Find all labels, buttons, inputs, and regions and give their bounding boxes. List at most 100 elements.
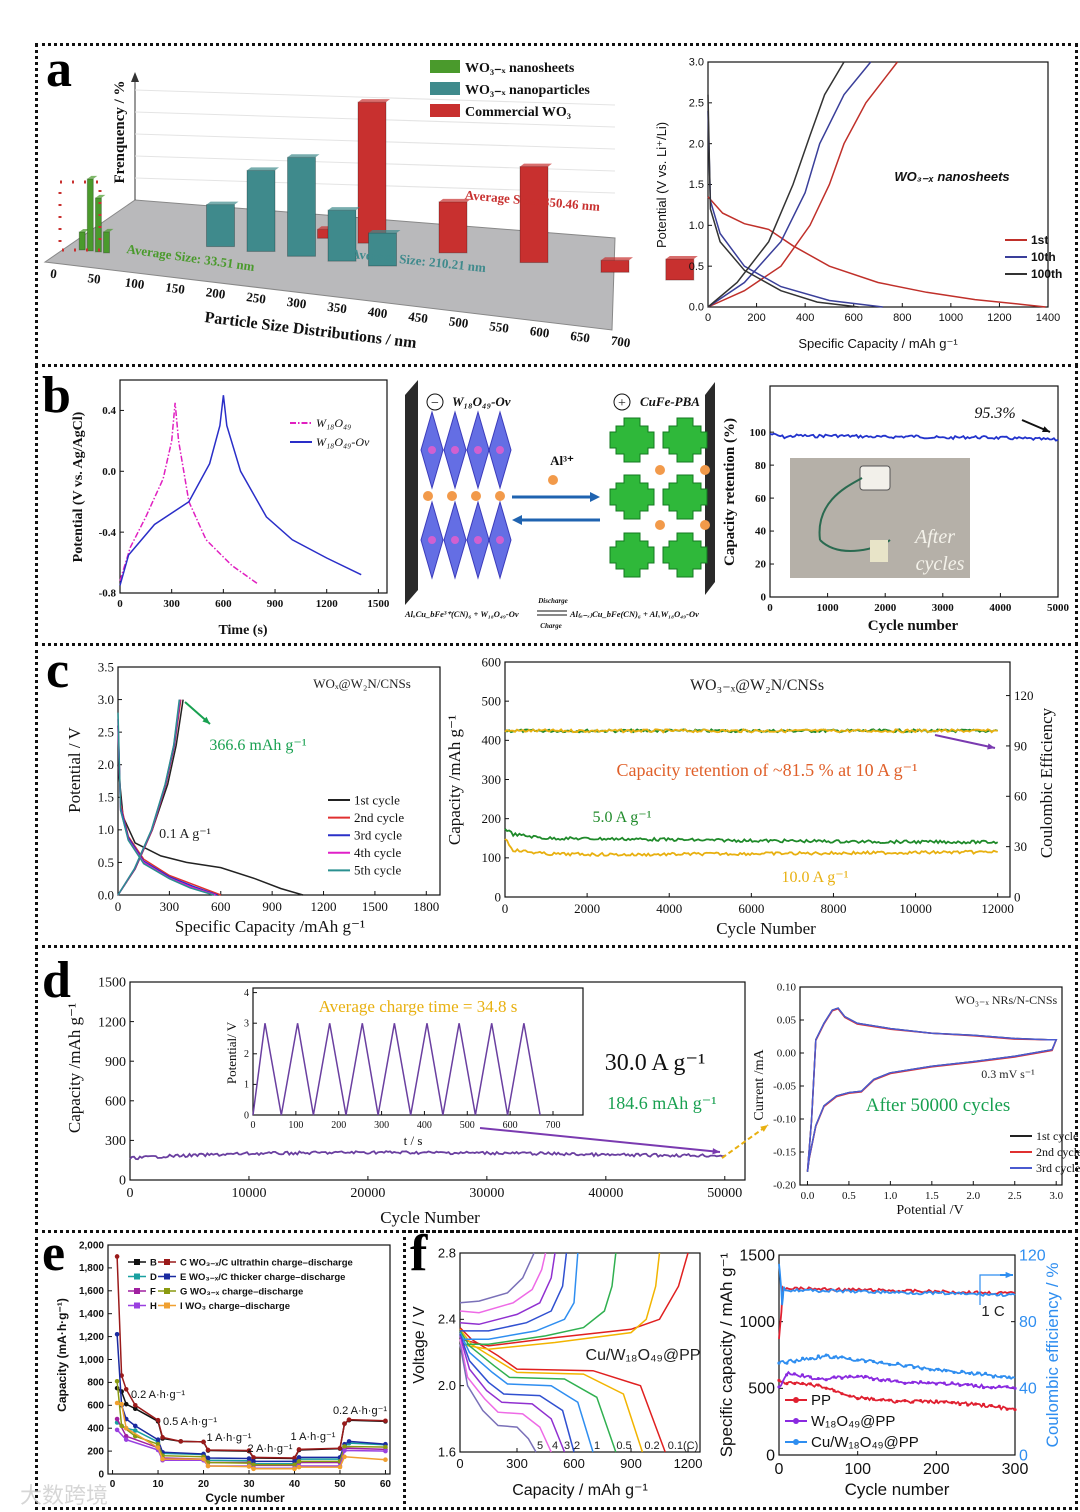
- x-tick-label: 0: [502, 901, 509, 916]
- histogram-bar-top: [103, 228, 114, 232]
- data-point: [816, 1383, 820, 1387]
- al-ion: [655, 465, 665, 475]
- y-tick-label: 1.5: [98, 790, 114, 805]
- y2-tick-label: 90: [1014, 738, 1027, 753]
- equation-left: AlₐCu_bFe³⁺(CN)₆ + W₁₈O₄₉-Ov: [404, 609, 519, 619]
- data-point: [863, 1396, 868, 1401]
- data-point: [296, 1455, 302, 1460]
- data-point: [132, 1428, 138, 1433]
- data-point: [808, 1375, 812, 1379]
- y-tick-label: 400: [87, 1424, 104, 1435]
- data-point: [856, 1374, 860, 1378]
- data-point: [383, 1444, 388, 1450]
- y-tick-label: 2.0: [689, 138, 704, 150]
- highlight-box: [58, 180, 102, 252]
- y-tick-label: 2.0: [98, 757, 114, 772]
- legend-label: 1st cycle: [354, 792, 400, 807]
- annotation: 0.2 A·h·g⁻¹: [131, 1389, 185, 1401]
- pba-cluster: [662, 532, 708, 578]
- data-point: [1013, 1386, 1017, 1390]
- x-tick-label: 600: [563, 1456, 585, 1471]
- histogram-bar-top: [328, 207, 360, 211]
- y-tick-label: -0.15: [773, 1147, 796, 1159]
- annotation: 30.0 A g⁻¹: [605, 1050, 706, 1076]
- data-point: [114, 1254, 120, 1259]
- data-point: [342, 1421, 347, 1426]
- chart-c-cycling: 0 2000 4000 6000 8000 10000 120000100200300400…: [445, 654, 1056, 938]
- x-tick-label: 500: [448, 313, 469, 331]
- series-label: 1: [594, 1440, 600, 1452]
- histogram-bar-top: [520, 163, 552, 167]
- tungsten-atom: [451, 536, 459, 544]
- panel-letter-f: f: [410, 1225, 428, 1282]
- legend-label: F: [150, 1287, 156, 1298]
- y-tick-label: 0.00: [777, 1048, 797, 1060]
- series-line: [460, 1252, 568, 1332]
- data-point: [337, 1445, 343, 1451]
- y2-axis-label: Coulombic efficiency / %: [1043, 1263, 1062, 1448]
- y2-tick-label: 80: [1019, 1314, 1037, 1331]
- data-point: [119, 1423, 124, 1429]
- data-point: [246, 1456, 252, 1461]
- y-tick-label: 600: [482, 654, 502, 669]
- histogram-bar: [368, 232, 397, 267]
- series-line: [707, 61, 898, 308]
- series-label: 5.0 A g⁻¹: [592, 809, 651, 826]
- data-point: [912, 1365, 916, 1370]
- x-axis-label: Cycle Number: [716, 919, 816, 938]
- series-line: [459, 1332, 594, 1453]
- histogram-bar: [206, 204, 235, 248]
- data-point: [942, 1400, 946, 1404]
- data-point: [824, 1353, 828, 1357]
- x-tick-label: 300: [506, 1456, 528, 1471]
- data-point: [879, 1360, 884, 1364]
- y-tick-label: 2.8: [438, 1245, 456, 1260]
- y-tick-label: 60: [755, 493, 767, 505]
- y-tick-label: 500: [748, 1381, 775, 1398]
- legend-label: 2nd cycle: [1036, 1145, 1080, 1159]
- minus-icon: [426, 393, 444, 411]
- y-tick-label: 1.6: [438, 1444, 456, 1459]
- data-point: [246, 1464, 252, 1469]
- legend-marker: [793, 1397, 799, 1403]
- data-point: [342, 1444, 347, 1449]
- histogram-bar-top: [358, 99, 390, 103]
- y-axis-label: Specific capacity / mAh g⁻¹: [717, 1252, 736, 1457]
- plot-frame: [799, 986, 1063, 1186]
- chart-d-cv: 0.0 0.5 1.0 1.5 2.0 2.5 3.0 -0.20 -0.15 -0.10 -0.0…: [752, 982, 1080, 1218]
- tungsten-atom: [474, 536, 482, 544]
- y-tick-label: 3: [244, 1019, 249, 1030]
- y-tick-label: 200: [87, 1446, 104, 1457]
- legend-label: I WO₃ charge–discharge: [180, 1301, 290, 1312]
- y2-tick-label: 30: [1014, 839, 1027, 854]
- series-label: 0.2: [644, 1440, 659, 1452]
- y-tick-label: 40: [755, 526, 767, 538]
- y-tick-label: -0.10: [773, 1114, 796, 1126]
- y-tick-label: 300: [105, 1134, 126, 1149]
- x-tick-label: 0: [49, 266, 58, 282]
- x-tick-label: 200: [205, 284, 226, 302]
- data-point: [777, 1361, 781, 1365]
- legend-label: 1st: [1031, 233, 1048, 247]
- y-tick-label: 1500: [98, 976, 126, 991]
- series-line: [459, 1344, 537, 1453]
- series-label: 10.0 A g⁻¹: [781, 869, 848, 886]
- legend-label: W₁₈O₄₉-Ov: [316, 435, 370, 449]
- chart-d-inset: 0 100 200 300 400 500 600 700 0 1 2 3 4 t / s Potentia…: [224, 987, 584, 1148]
- data-point: [793, 1360, 797, 1364]
- histogram-bar-top: [601, 257, 633, 261]
- histogram-bar-top: [287, 154, 320, 158]
- y-tick-label: 600: [87, 1401, 104, 1412]
- series-line: [707, 196, 1046, 308]
- data-point: [958, 1402, 962, 1407]
- data-point: [292, 1462, 297, 1468]
- data-point: [114, 1378, 120, 1384]
- data-point: [871, 1377, 876, 1382]
- data-point: [114, 1400, 120, 1406]
- data-point: [928, 1368, 932, 1372]
- data-point: [342, 1448, 347, 1453]
- data-point: [292, 1466, 297, 1472]
- x-axis-label: Specific Capacity / mAh g⁻¹: [798, 336, 958, 351]
- data-point: [989, 1386, 994, 1390]
